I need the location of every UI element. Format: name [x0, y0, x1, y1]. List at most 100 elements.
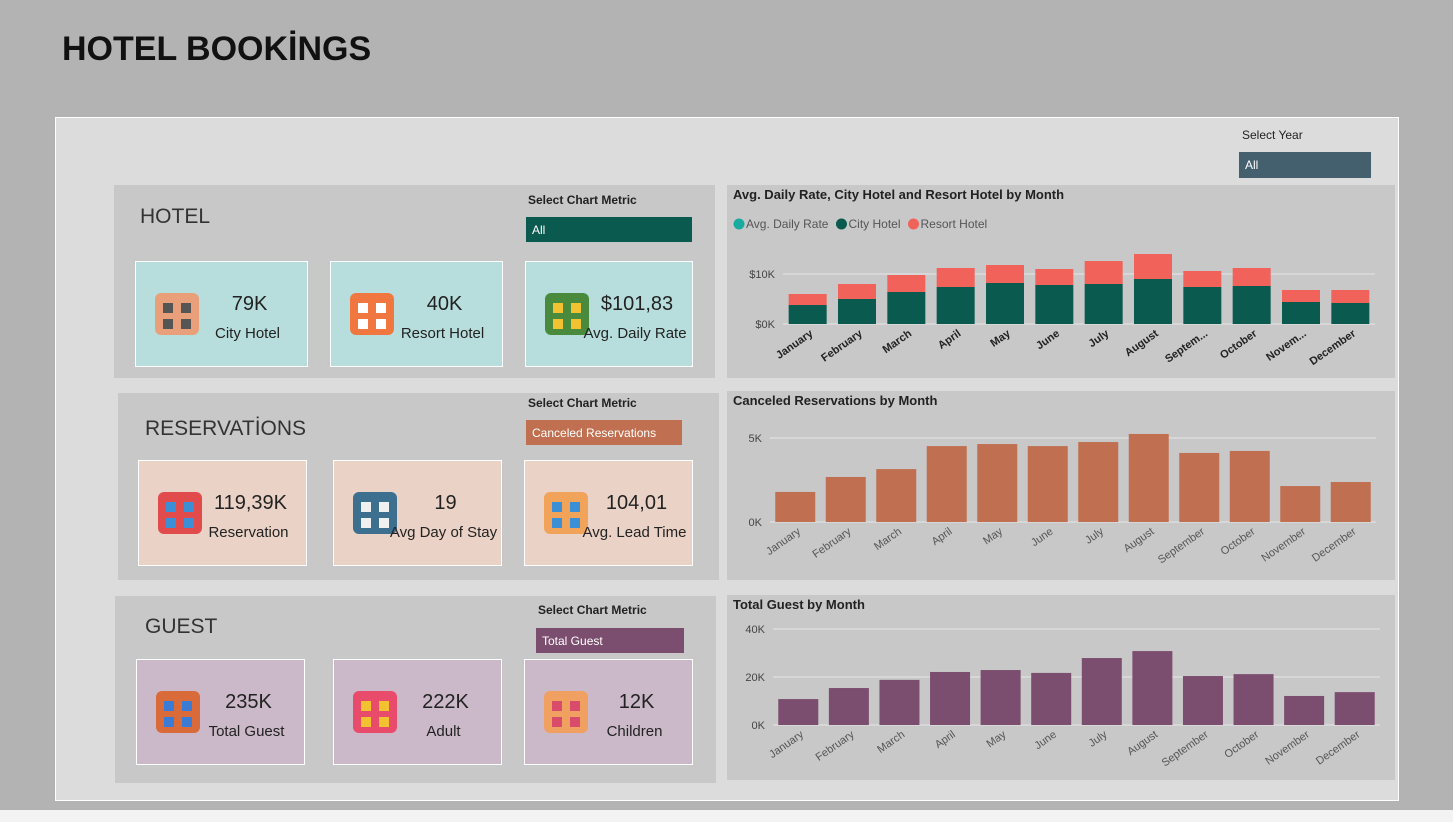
bar-segment	[838, 284, 876, 299]
legend-swatch	[733, 218, 745, 230]
bar-segment	[788, 305, 827, 324]
x-tick-label: October	[1218, 327, 1260, 361]
bar	[778, 699, 819, 725]
bar	[1334, 692, 1375, 725]
y-tick-label: $0K	[755, 319, 775, 331]
bar	[1179, 452, 1220, 522]
card-icon	[545, 293, 589, 335]
y-tick-label: 40K	[745, 624, 765, 636]
card-label: Resort Hotel	[400, 325, 485, 342]
bar	[926, 446, 967, 522]
bar-segment	[1183, 271, 1222, 287]
card-label: Avg. Daily Rate	[583, 325, 687, 342]
card-value: 235K	[225, 691, 272, 713]
x-tick-label: September	[1156, 525, 1207, 566]
page-title: HOTEL BOOKİNGS	[62, 30, 372, 68]
y-tick-label: 0K	[752, 720, 766, 732]
y-tick-label: 5K	[749, 433, 763, 445]
chart: Avg. Daily Rate, City Hotel and Resort H…	[727, 185, 1395, 378]
card-icon	[158, 492, 202, 534]
y-tick-label: 20K	[745, 672, 765, 684]
metric-label: Select Chart Metric	[538, 603, 647, 617]
card-label: Adult	[426, 723, 461, 740]
bar	[1128, 433, 1169, 522]
metric-label: Select Chart Metric	[528, 193, 637, 207]
bar	[1280, 486, 1321, 522]
bar	[1027, 446, 1068, 522]
legend-swatch	[835, 218, 847, 230]
bar	[1081, 658, 1122, 725]
bar	[930, 671, 971, 725]
x-tick-label: April	[933, 729, 958, 751]
card-icon	[544, 691, 588, 733]
bar-segment	[986, 283, 1024, 324]
bar-segment	[986, 265, 1024, 283]
x-tick-label: December	[1310, 525, 1359, 564]
x-tick-label: Septem...	[1163, 328, 1210, 366]
x-tick-label: January	[767, 728, 806, 761]
x-tick-label: January	[764, 525, 803, 558]
metric-dropdown[interactable]: Total Guest	[536, 628, 684, 653]
bar	[1330, 482, 1371, 522]
card-icon	[544, 492, 588, 534]
bar-segment	[887, 275, 926, 292]
legend-label: City Hotel	[848, 217, 900, 231]
bar-segment	[1134, 279, 1172, 324]
bar-segment	[1331, 290, 1370, 303]
card-label: Avg Day of Stay	[389, 524, 498, 541]
x-tick-label: July	[1086, 327, 1112, 350]
bar-segment	[1183, 287, 1222, 324]
bar-segment	[1035, 269, 1074, 285]
x-tick-label: August	[1123, 327, 1161, 359]
card-icon	[156, 691, 200, 733]
bar	[980, 670, 1021, 725]
tab-strip	[0, 810, 1453, 822]
bar-segment	[936, 287, 975, 324]
x-tick-label: February	[814, 728, 857, 763]
y-tick-label: $10K	[749, 269, 775, 281]
bar-segment	[936, 268, 975, 287]
bar-segment	[1084, 261, 1123, 284]
panel-title: RESERVATİONS	[145, 417, 307, 440]
x-tick-label: July	[1083, 525, 1106, 546]
bar-segment	[887, 292, 926, 324]
x-tick-label: January	[774, 327, 816, 362]
bar	[1078, 442, 1119, 522]
bar	[977, 444, 1018, 522]
x-tick-label: May	[981, 525, 1005, 547]
card-value: 119,39K	[213, 492, 288, 514]
panel-title: HOTEL	[140, 205, 211, 228]
bar	[1233, 674, 1274, 725]
card-value: 40K	[426, 293, 463, 315]
legend-label: Avg. Daily Rate	[746, 217, 829, 231]
x-tick-label: Novem...	[1264, 328, 1308, 364]
x-tick-label: June	[1034, 328, 1062, 353]
card-label: Reservation	[208, 524, 289, 541]
card-icon	[350, 293, 394, 335]
card-value: $101,83	[600, 293, 674, 315]
x-tick-label: February	[819, 327, 865, 364]
bar-segment	[1282, 290, 1320, 302]
bar-segment	[1331, 303, 1370, 324]
x-tick-label: March	[875, 729, 907, 756]
x-tick-label: October	[1222, 728, 1261, 760]
bar	[1182, 676, 1223, 725]
metric-dropdown[interactable]: All	[526, 217, 692, 242]
chart: Canceled Reservations by Month 0K 5K Januar…	[727, 391, 1395, 580]
x-tick-label: March	[872, 526, 904, 553]
y-tick-label: 0K	[749, 517, 763, 529]
x-tick-label: October	[1219, 525, 1258, 557]
bar-segment	[1035, 285, 1074, 324]
card-value: 222K	[422, 691, 469, 713]
bar	[775, 491, 816, 522]
bar	[1132, 651, 1173, 725]
bar-segment	[1232, 286, 1271, 324]
year-dropdown[interactable]: All	[1239, 152, 1371, 178]
x-tick-label: December	[1308, 327, 1359, 368]
card-icon	[155, 293, 199, 335]
metric-dropdown[interactable]: Canceled Reservations	[526, 420, 682, 445]
card-value: 104,01	[605, 492, 668, 514]
bar-segment	[1232, 268, 1271, 286]
chart-title: Canceled Reservations by Month	[733, 393, 937, 408]
